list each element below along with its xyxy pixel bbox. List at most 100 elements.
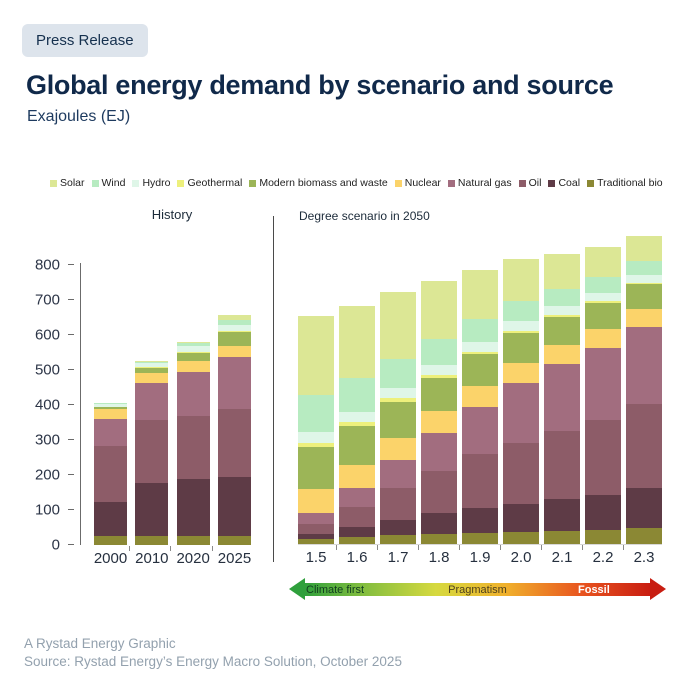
bar-2-3: 2.3 <box>626 232 662 566</box>
segment-modern-biomass-and-waste <box>421 377 457 412</box>
x-axis-label: 1.9 <box>469 549 491 566</box>
segment-coal <box>94 502 127 537</box>
segment-traditional-bio <box>421 534 457 544</box>
bar-1-9: 1.9 <box>462 232 501 566</box>
segment-traditional-bio <box>462 532 498 544</box>
legend-item-nuclear: Nuclear <box>394 177 441 189</box>
segment-wind <box>462 319 498 343</box>
segment-geothermal <box>626 282 662 285</box>
segment-hydro <box>298 432 334 443</box>
segment-geothermal <box>176 351 210 353</box>
legend-swatch-icon <box>91 179 99 187</box>
legend-item-coal: Coal <box>548 177 580 189</box>
segment-coal <box>585 495 621 530</box>
segment-traditional-bio <box>544 530 580 544</box>
segment-wind <box>380 358 416 389</box>
segment-natural-gas <box>94 419 127 447</box>
segment-natural-gas <box>462 406 498 455</box>
legend-label: Natural gas <box>457 177 512 189</box>
segment-solar <box>544 253 580 289</box>
y-tick-mark <box>68 474 74 475</box>
segment-nuclear <box>421 411 457 433</box>
segment-wind <box>176 343 210 347</box>
y-tick-mark <box>68 334 74 335</box>
segment-oil <box>380 488 416 520</box>
segment-hydro <box>544 306 580 315</box>
segment-nuclear <box>176 361 210 372</box>
segment-wind <box>626 260 662 275</box>
segment-solar <box>503 259 539 302</box>
arrow-label-fossil: Fossil <box>578 584 610 596</box>
page-title: Global energy demand by scenario and sou… <box>26 70 614 100</box>
segment-wind <box>544 288 580 307</box>
segment-traditional-bio <box>94 536 127 545</box>
segment-natural-gas <box>626 327 662 404</box>
scenario-chart: 1.5 1.6 1.7 1.8 1.9 2.0 2.1 2.2 2.3 <box>298 232 662 566</box>
legend-item-oil: Oil <box>518 177 542 189</box>
segment-modern-biomass-and-waste <box>298 447 334 489</box>
segment-oil <box>217 409 251 478</box>
y-axis: 0 100 200 300 400 500 600 700 800 <box>24 233 74 554</box>
segment-nuclear <box>217 345 251 357</box>
segment-oil <box>462 454 498 509</box>
legend-item-hydro: Hydro <box>132 177 170 189</box>
segment-natural-gas <box>339 488 375 508</box>
legend-item-natural-gas: Natural gas <box>447 177 512 189</box>
legend-swatch-icon <box>132 179 140 187</box>
segment-oil <box>503 442 539 504</box>
segment-solar <box>421 280 457 339</box>
segment-traditional-bio <box>176 536 210 545</box>
legend-swatch-icon <box>394 179 402 187</box>
segment-hydro <box>339 411 375 423</box>
source-attribution: Source: Rystad Energy’s Energy Macro Sol… <box>24 654 402 669</box>
segment-coal <box>421 513 457 535</box>
legend-label: Oil <box>528 177 542 189</box>
segment-modern-biomass-and-waste <box>380 401 416 438</box>
segment-traditional-bio <box>217 536 251 545</box>
segment-geothermal <box>339 422 375 427</box>
segment-geothermal <box>544 314 580 317</box>
legend-item-geothermal: Geothermal <box>177 177 242 189</box>
bar-2010: 2010 <box>135 233 172 567</box>
panel-divider <box>273 216 274 562</box>
y-tick-mark <box>68 404 74 405</box>
legend-label: Nuclear <box>404 177 441 189</box>
legend-label: Traditional bio <box>597 177 663 189</box>
segment-natural-gas <box>503 383 539 443</box>
x-axis-label: 2025 <box>217 550 252 567</box>
segment-modern-biomass-and-waste <box>544 316 580 345</box>
segment-coal <box>298 533 334 540</box>
segment-coal <box>462 508 498 533</box>
y-tick-label: 100 <box>34 501 60 519</box>
segment-modern-biomass-and-waste <box>217 331 251 346</box>
segment-nuclear <box>626 308 662 327</box>
segment-coal <box>217 477 251 537</box>
legend-item-traditional-bio: Traditional bio <box>587 177 663 189</box>
legend-swatch-icon <box>587 179 595 187</box>
segment-geothermal <box>585 301 621 303</box>
chart-legend: Solar Wind Hydro Geothermal Modern biomass a… <box>50 177 690 189</box>
y-tick-mark <box>68 439 74 440</box>
legend-swatch-icon <box>177 179 185 187</box>
y-axis-line <box>80 263 81 545</box>
x-axis-label: 2010 <box>135 550 169 567</box>
segment-solar <box>380 292 416 359</box>
graphic-credit: A Rystad Energy Graphic <box>24 636 176 651</box>
segment-solar <box>462 270 498 320</box>
segment-traditional-bio <box>135 535 169 545</box>
bar-2025: 2025 <box>217 233 251 567</box>
segment-coal <box>380 519 416 536</box>
bar-2-1: 2.1 <box>544 232 583 566</box>
segment-oil <box>298 524 334 534</box>
segment-modern-biomass-and-waste <box>462 354 498 386</box>
segment-geothermal <box>462 351 498 355</box>
segment-oil <box>626 404 662 488</box>
segment-geothermal <box>135 366 169 368</box>
segment-traditional-bio <box>298 539 334 544</box>
segment-solar <box>298 316 334 396</box>
press-release-badge: Press Release <box>22 24 148 57</box>
arrow-label-climate-first: Climate first <box>306 584 365 596</box>
segment-natural-gas <box>380 460 416 488</box>
y-tick-mark <box>68 299 74 300</box>
x-axis-label: 2000 <box>93 550 128 567</box>
